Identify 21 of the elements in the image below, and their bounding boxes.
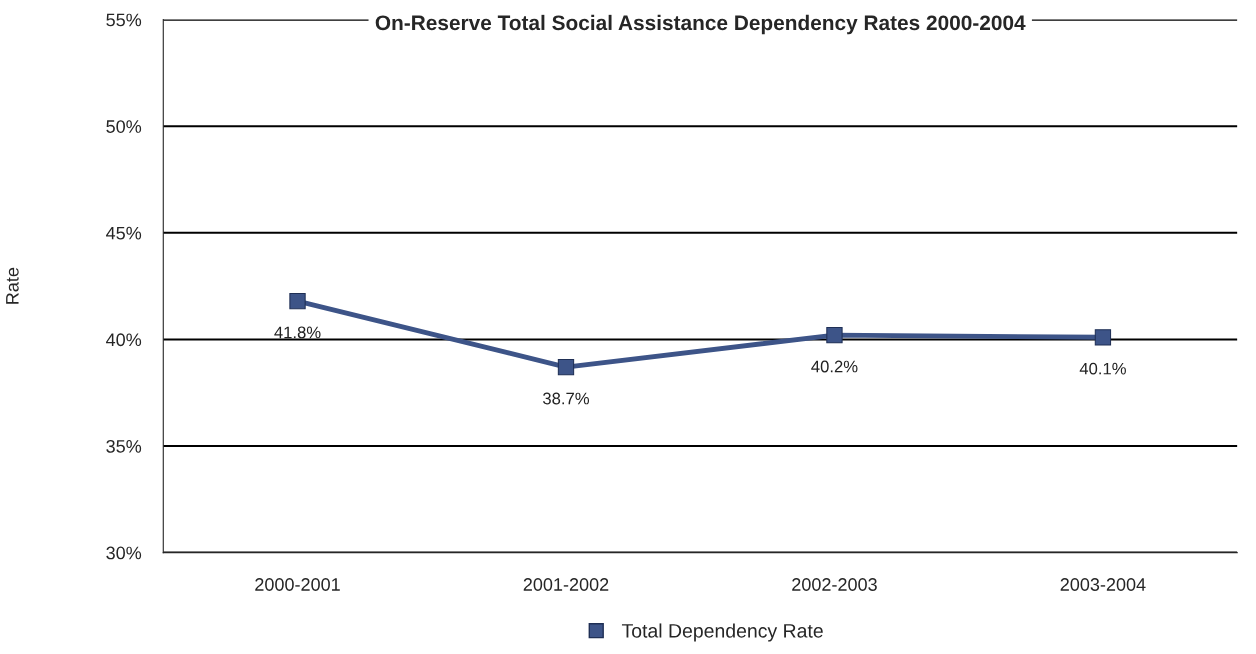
y-tick-label: 35%: [106, 439, 142, 453]
y-tick-label: 50%: [106, 120, 142, 133]
y-tick-label: 30%: [106, 546, 142, 560]
x-tick-label: 2003-2004: [1060, 578, 1146, 591]
data-label: 38.7%: [542, 392, 590, 405]
y-axis-title: Rate: [6, 267, 19, 304]
data-label: 40.1%: [1079, 362, 1126, 375]
legend-label: Total Dependency Rate: [621, 623, 823, 642]
y-tick-label: 55%: [106, 13, 142, 27]
x-tick-label: 2000-2001: [255, 578, 340, 591]
x-tick-label: 2001-2002: [523, 578, 609, 591]
point: [826, 327, 843, 344]
data-label: 40.2%: [811, 360, 858, 373]
x-tick-label: 2002-2003: [792, 578, 877, 591]
point: [1094, 329, 1112, 346]
point: [557, 358, 575, 376]
point: [289, 292, 306, 310]
data-label: 41.8%: [274, 326, 321, 339]
y-tick-label: 40%: [106, 333, 142, 347]
y-tick-label: 45%: [106, 226, 142, 240]
chart-title: On-Reserve Total Social Assistance Dependency Rates 2000-2004: [375, 14, 1026, 35]
